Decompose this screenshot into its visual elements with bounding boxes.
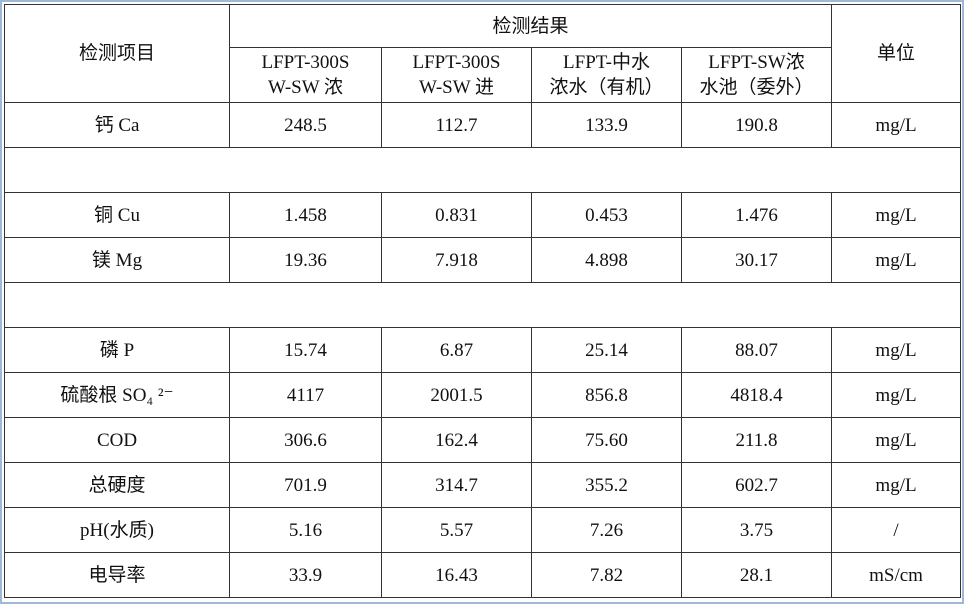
value-cell: 3.75 — [680, 507, 833, 553]
value-cell: 190.8 — [680, 102, 833, 148]
table-body: 钙 Ca 248.5 112.7 133.9 190.8 mg/L 铜 Cu 1.458 0.8… — [3, 102, 962, 598]
sample-line: LFPT-SW浓 — [708, 52, 805, 73]
value-cell: 0.453 — [531, 192, 682, 238]
sample-line: 浓水（有机） — [549, 77, 664, 98]
blank-row — [3, 282, 962, 328]
unit-cell: mg/L — [831, 417, 962, 463]
sample: LFPT-中水 浓水（有机） — [531, 47, 682, 103]
blank-cell — [3, 147, 962, 193]
data-row: 镁 Mg 19.36 7.918 4.898 30.17 mg/L — [4, 237, 962, 283]
value-cell: 88.07 — [680, 327, 833, 373]
value-cell: 211.8 — [680, 417, 833, 463]
value-cell: 4.898 — [531, 237, 682, 283]
value-cell: 701.9 — [229, 462, 382, 508]
value-cell: 314.7 — [381, 462, 532, 508]
item-cell: pH(水质) — [4, 507, 230, 553]
results-table: 检测项目 检测结果 单位 LFPT-300S W-SW 浓 LFPT-300S W-… — [3, 4, 962, 598]
blank-row — [3, 147, 962, 193]
sample-row: LFPT-300S W-SW 浓 LFPT-300S W-SW 进 LFPT-中水浓… — [5, 47, 961, 103]
value-cell: 15.74 — [229, 327, 382, 373]
value-cell: 6.87 — [381, 327, 532, 373]
unit-cell: / — [831, 507, 962, 553]
value-cell: 33.9 — [229, 552, 382, 598]
value-cell: 19.36 — [229, 237, 382, 283]
value-cell: 856.8 — [531, 372, 682, 418]
value-cell: 306.6 — [229, 417, 382, 463]
value-cell: 7.82 — [531, 552, 682, 598]
item-cell: 铜 Cu — [4, 192, 230, 238]
item-cell: 硫酸根 SO₄ ²⁻ — [4, 372, 230, 418]
value-cell: 248.5 — [229, 102, 382, 148]
value-cell: 7.26 — [531, 507, 682, 553]
value-cell: 16.43 — [381, 552, 532, 598]
sample-line: W-SW 浓 — [267, 77, 344, 98]
unit-cell: mg/L — [831, 102, 962, 148]
value-cell: 5.57 — [381, 507, 532, 553]
data-row: 铜 Cu 1.458 0.831 0.453 1.476 mg/L — [4, 192, 962, 238]
value-cell: 25.14 — [531, 327, 682, 373]
item-cell: 磷 P — [4, 327, 230, 373]
data-row: 总硬度 701.9 314.7 355.2 602.7 mg/L — [4, 462, 962, 508]
sample-line: LFPT-300S — [261, 52, 350, 73]
sample-line: LFPT-300S — [412, 52, 501, 73]
value-cell: 30.17 — [680, 237, 833, 283]
data-row: COD 306.6 162.4 75.60 211.8 mg/L — [4, 417, 962, 463]
blank-cell — [3, 282, 962, 328]
value-cell: 75.60 — [531, 417, 682, 463]
data-row: 硫酸根 SO₄ ²⁻ 4117 2001.5 856.8 4818.4 mg/L — [4, 372, 962, 418]
unit-cell: mg/L — [831, 237, 962, 283]
value-cell: 28.1 — [680, 552, 833, 598]
item-cell: 电导率 — [4, 552, 230, 598]
value-cell: 1.458 — [229, 192, 382, 238]
value-cell: 2001.5 — [381, 372, 532, 418]
data-row: pH(水质) 5.16 5.57 7.26 3.75/ — [4, 507, 962, 553]
value-cell: 0.831 — [381, 192, 532, 238]
sample: LFPT-SW浓 水池（委外） — [680, 47, 833, 103]
sample-line: LFPT-中水 — [563, 52, 650, 73]
data-row: 电导率 33.9 16.43 7.82 28.1 mS/cm — [4, 552, 962, 598]
value-cell: 162.4 — [381, 417, 532, 463]
value-cell: 133.9 — [531, 102, 682, 148]
value-cell: 602.7 — [680, 462, 833, 508]
value-cell: 4117 — [229, 372, 382, 418]
item-cell: 镁 Mg — [4, 237, 230, 283]
value-cell: 1.476 — [680, 192, 833, 238]
unit-cell: mg/L — [831, 192, 962, 238]
sample: LFPT-300S W-SW 浓 — [229, 47, 382, 103]
value-cell: 112.7 — [381, 102, 532, 148]
header-results: 检测结果 — [228, 4, 833, 48]
value-cell: 4818.4 — [680, 372, 833, 418]
item-cell: 钙 Ca — [4, 102, 230, 148]
item-cell: 总硬度 — [4, 462, 230, 508]
unit-cell: mg/L — [831, 462, 962, 508]
sample: LFPT-300S W-SW 进 — [381, 47, 532, 103]
value-cell: 5.16 — [229, 507, 382, 553]
item-cell: COD — [4, 417, 230, 463]
header-item: 检测项目 — [4, 4, 230, 103]
sample-line: 水池（委外） — [699, 77, 814, 98]
sample-line: W-SW 进 — [418, 77, 495, 98]
unit-cell: mg/L — [831, 372, 962, 418]
unit-cell: mg/L — [831, 327, 962, 373]
header-row: 检测项目 检测结果 单位 — [4, 4, 962, 103]
header-unit: 单位 — [831, 4, 962, 103]
data-row: 钙 Ca 248.5 112.7 133.9 190.8 mg/L — [4, 102, 962, 148]
data-row: 磷 P 15.74 6.87 25.14 88.07 mg/L — [4, 327, 962, 373]
value-cell: 7.918 — [381, 237, 532, 283]
unit-cell: mS/cm — [831, 552, 962, 598]
value-cell: 355.2 — [531, 462, 682, 508]
